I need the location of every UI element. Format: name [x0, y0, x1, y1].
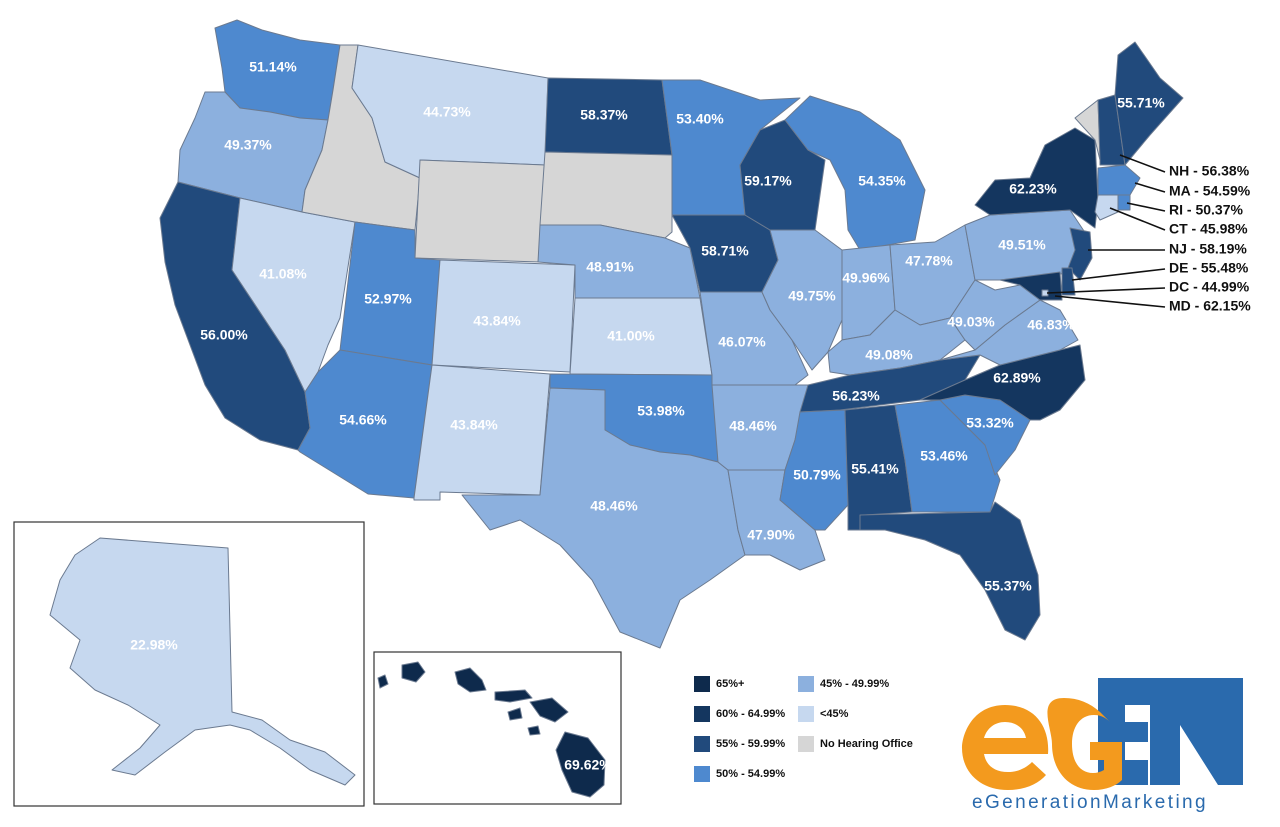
legend-swatch-45 — [798, 676, 814, 692]
states-layer — [159, 19, 1184, 649]
leader-ri — [1126, 202, 1166, 212]
legend-swatch-65-plus — [694, 676, 710, 692]
alaska-inset: 22.98% — [13, 521, 365, 807]
state-de[interactable] — [1061, 267, 1076, 296]
label-nc: 62.89% — [993, 370, 1041, 386]
legend-label-55: 55% - 59.99% — [716, 738, 785, 750]
label-tx: 48.46% — [590, 498, 638, 514]
label-ia: 58.71% — [701, 243, 749, 259]
callout-md: MD - 62.15% — [1169, 298, 1251, 314]
label-il: 49.75% — [788, 288, 836, 304]
leader-md — [1054, 295, 1166, 308]
leader-ma — [1134, 182, 1166, 193]
state-nm[interactable] — [413, 364, 551, 501]
label-sc: 53.32% — [966, 415, 1014, 431]
label-ky: 49.08% — [865, 347, 913, 363]
callout-ma: MA - 54.59% — [1169, 183, 1251, 199]
label-mt: 44.73% — [423, 104, 471, 120]
label-nm: 43.84% — [450, 417, 498, 433]
callout-nh: NH - 56.38% — [1169, 163, 1250, 179]
logo-en-block — [1098, 678, 1243, 785]
legend-label-45: 45% - 49.99% — [820, 678, 889, 690]
state-me[interactable] — [1114, 41, 1184, 166]
leader-ct — [1109, 207, 1166, 231]
legend-swatch-55 — [694, 736, 710, 752]
callout-ri: RI - 50.37% — [1169, 202, 1243, 218]
label-nd: 58.37% — [580, 107, 628, 123]
leader-de — [1071, 268, 1166, 281]
callout-ct: CT - 45.98% — [1169, 221, 1248, 237]
label-ca: 56.00% — [200, 327, 248, 343]
label-ks: 41.00% — [607, 328, 655, 344]
leader-dc — [1046, 287, 1166, 294]
legend-swatch-50 — [694, 766, 710, 782]
state-ky[interactable] — [827, 309, 966, 376]
state-ak[interactable] — [49, 537, 356, 786]
callout-nj: NJ - 58.19% — [1169, 241, 1247, 257]
callout-labels: NH - 56.38% MA - 54.59% RI - 50.37% CT -… — [1169, 163, 1251, 314]
label-az: 54.66% — [339, 412, 387, 428]
label-al: 55.41% — [851, 461, 899, 477]
label-ga: 53.46% — [920, 448, 968, 464]
state-wi[interactable] — [739, 119, 826, 231]
legend-label-65-plus: 65%+ — [716, 678, 744, 690]
label-in: 49.96% — [842, 270, 890, 286]
state-il[interactable] — [761, 229, 843, 371]
label-ak: 22.98% — [130, 637, 178, 653]
label-mn: 53.40% — [676, 111, 724, 127]
legend-label-50: 50% - 54.99% — [716, 768, 785, 780]
label-or: 49.37% — [224, 137, 272, 153]
label-pa: 49.51% — [998, 237, 1046, 253]
legend-swatch-60 — [694, 706, 710, 722]
label-ny: 62.23% — [1009, 181, 1057, 197]
state-fl[interactable] — [859, 501, 1041, 641]
state-nj[interactable] — [1067, 227, 1093, 281]
legend-label-lt45: <45% — [820, 708, 849, 720]
state-tx[interactable] — [461, 387, 746, 649]
state-dc[interactable] — [1041, 289, 1049, 297]
hawaii-inset: 69.62% — [373, 651, 622, 805]
logo-tagline: eGenerationMarketing — [972, 792, 1208, 813]
northeast-callouts — [1046, 154, 1166, 308]
label-nv: 41.08% — [259, 266, 307, 282]
label-oh: 47.78% — [905, 253, 953, 269]
legend-swatch-no-office — [798, 736, 814, 752]
label-va: 46.83% — [1027, 317, 1075, 333]
label-ne: 48.91% — [586, 259, 634, 275]
label-ar: 48.46% — [729, 418, 777, 434]
leader-nh — [1119, 154, 1166, 173]
label-ms: 50.79% — [793, 467, 841, 483]
legend-label-60: 60% - 64.99% — [716, 708, 785, 720]
egen-logo: eGenerationMarketing — [962, 678, 1243, 813]
logo-g-glyph — [1047, 698, 1122, 790]
legend-label-no-office: No Hearing Office — [820, 738, 913, 750]
logo-e-glyph — [962, 705, 1049, 790]
label-la: 47.90% — [747, 527, 795, 543]
label-wa: 51.14% — [249, 59, 297, 75]
label-me: 55.71% — [1117, 95, 1165, 111]
callout-de: DE - 55.48% — [1169, 260, 1249, 276]
label-mi: 54.35% — [858, 173, 906, 189]
label-fl: 55.37% — [984, 578, 1032, 594]
label-co: 43.84% — [473, 313, 521, 329]
legend-swatch-lt45 — [798, 706, 814, 722]
label-wi: 59.17% — [744, 173, 792, 189]
label-wv: 49.03% — [947, 314, 995, 330]
label-mo: 46.07% — [718, 334, 766, 350]
state-labels: 51.14% 49.37% 56.00% 41.08% 44.73% 52.97… — [200, 59, 1165, 594]
legend: 65%+ 60% - 64.99% 55% - 59.99% 50% - 54.… — [694, 676, 913, 782]
label-tn: 56.23% — [832, 388, 880, 404]
state-hi[interactable] — [377, 661, 606, 798]
state-nh[interactable] — [1097, 94, 1126, 166]
state-wy[interactable] — [414, 159, 546, 263]
label-ok: 53.98% — [637, 403, 685, 419]
state-ct[interactable] — [1094, 194, 1119, 221]
state-ma[interactable] — [1097, 164, 1141, 196]
callout-dc: DC - 44.99% — [1169, 279, 1250, 295]
label-ut: 52.97% — [364, 291, 412, 307]
label-hi: 69.62% — [564, 757, 612, 773]
